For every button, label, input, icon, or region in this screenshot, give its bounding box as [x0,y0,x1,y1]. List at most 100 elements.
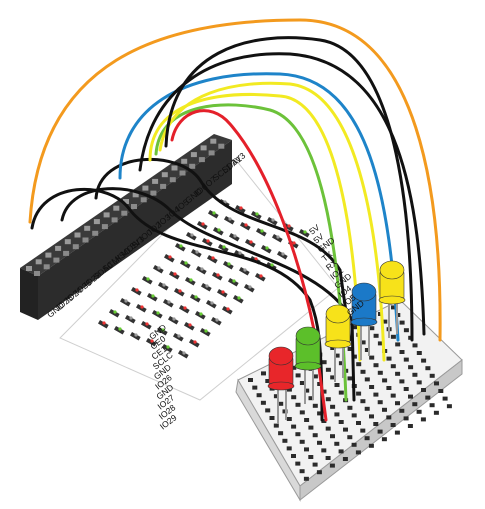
breadboard-hole [334,412,340,417]
header-pin [132,192,139,198]
wire-orange [28,18,442,342]
breadboard-hole [356,362,362,367]
label-slot-dot [199,312,203,316]
header-pin [64,239,71,245]
label-slot-dot [118,327,122,331]
label-slot-dot [178,289,182,293]
breadboard-hole [299,439,305,444]
label-slot-dot [233,234,237,238]
breadboard-hole [399,379,405,384]
label-slot-dot [211,256,215,260]
breadboard-hole [338,449,344,454]
label-slot-dot [124,299,128,303]
led-red [267,346,295,424]
label-slot-dot [222,245,226,249]
breadboard-hole [343,427,348,432]
breadboard-hole [364,348,370,352]
breadboard-hole [265,379,271,383]
breadboard-hole [329,463,335,468]
breadboard-hole [382,407,387,412]
header-pin [131,204,137,209]
breadboard-hole [282,438,288,443]
breadboard-hole [299,469,305,474]
breadboard-hole [321,360,327,365]
breadboard-hole [364,377,370,382]
breadboard-hole [391,305,396,310]
breadboard-hole [325,397,331,402]
breadboard-hole [399,408,405,413]
breadboard-hole [265,408,271,413]
breadboard-hole [416,380,422,385]
wire-yellow-1 [148,93,362,362]
breadboard-hole [273,394,279,399]
label-slot-dot [270,263,274,267]
breadboard-hole [312,374,318,379]
breadboard-hole [395,342,401,347]
breadboard-hole [403,416,409,421]
led-yellow-2 [378,260,406,338]
led-green [294,326,322,404]
breadboard-hole [347,347,353,351]
breadboard-hole [312,403,318,408]
label-slot-dot [188,323,192,327]
breadboard-hole [403,357,409,362]
breadboard-hole [291,365,297,370]
label-slot-dot [210,301,214,305]
label-slot-dot [145,322,149,326]
breadboard-hole [399,350,405,354]
label-slot-dot [189,278,193,282]
breadboard-hole [416,351,422,355]
header-pin [72,244,79,250]
header-pin [169,177,176,183]
label-slot-dot [249,240,253,244]
label-slot-dot [150,339,154,343]
breadboard-hole [291,454,296,458]
wire-red [170,109,328,422]
breadboard-hole [416,409,422,414]
header-pin [84,225,91,231]
header-pin [63,250,70,256]
label-slot-dot [179,244,183,248]
breadboard-hole [373,392,379,397]
breadboard-hole [312,433,318,438]
breadboard-hole [412,372,418,377]
breadboard-hole [373,422,379,426]
label-slot-dot [281,252,285,256]
breadboard-hole [395,371,401,376]
breadboard-hole [403,328,409,333]
header-pin [111,217,118,223]
breadboard-hole [421,358,427,363]
breadboard-hole [373,363,379,368]
header-pin [55,245,62,251]
label-slot-dot [113,310,117,314]
label-slot-dot [276,235,280,239]
breadboard-hole [377,370,383,375]
header-pin [101,224,108,230]
label-slot-dot [260,229,264,233]
label-slot-dot [173,272,177,276]
breadboard-hole [360,369,366,374]
breadboard-hole [369,385,375,389]
label-slot-dot [216,273,220,277]
breadboard-hole [334,441,340,446]
label-slot-dot [172,317,176,321]
header-pin [113,205,120,211]
header-pin [93,219,100,225]
header-pin [35,259,42,265]
header-pin [43,264,50,270]
label-slot-dot [227,262,231,266]
label-slot-dot [162,283,166,287]
label-slot-dot [292,241,296,245]
header-pin [200,145,207,151]
breadboard-hole [386,386,392,390]
breadboard-hole [351,413,357,418]
breadboard-hole [369,414,374,419]
header-pin [123,199,129,204]
breadboard-hole [325,367,331,372]
jumper-wires [28,18,442,422]
breadboard-hole [330,404,336,409]
breadboard-hole [338,390,344,395]
header-pin [179,170,186,176]
label-slot-dot [156,311,160,315]
